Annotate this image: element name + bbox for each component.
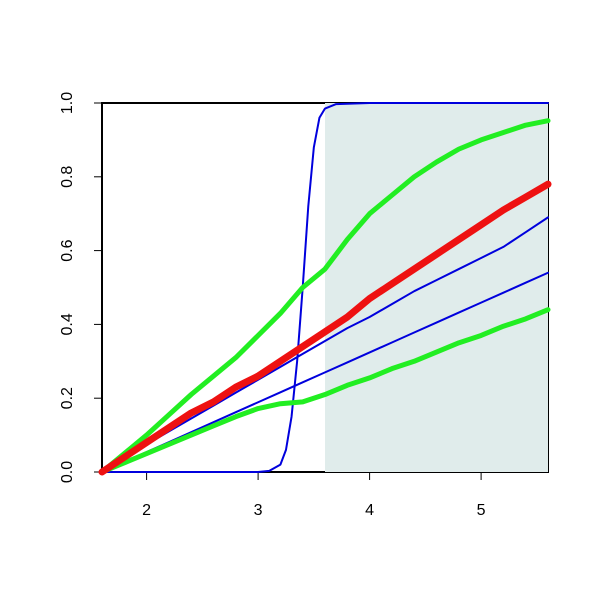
x-tick-label: 2 <box>142 502 151 519</box>
series-line <box>101 216 549 473</box>
series-line <box>99 307 551 475</box>
x-tick-label: 4 <box>365 502 374 519</box>
y-tick-label: 0.2 <box>59 387 76 409</box>
x-tick-label: 5 <box>477 502 486 519</box>
y-tick-label: 0.4 <box>59 313 76 335</box>
series-line <box>99 118 551 475</box>
y-tick-label: 0.8 <box>59 166 76 188</box>
y-tick-label: 1.0 <box>59 92 76 114</box>
x-tick-label: 3 <box>254 502 263 519</box>
y-tick-label: 0.6 <box>59 239 76 261</box>
series-line <box>98 180 552 476</box>
y-tick-label: 0.0 <box>59 461 76 483</box>
